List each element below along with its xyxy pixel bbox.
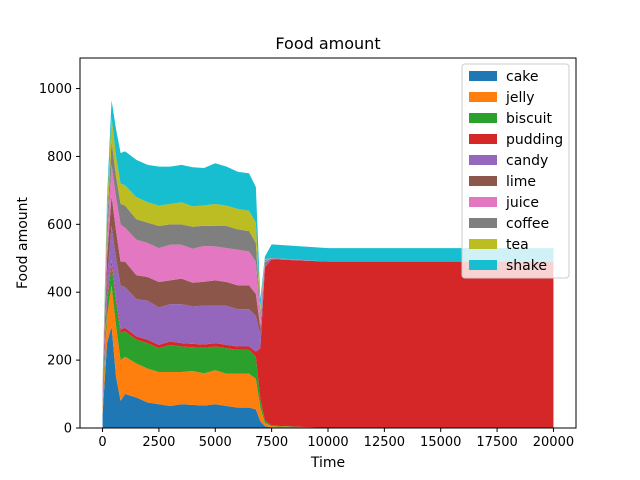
legend-swatch-biscuit: [469, 113, 497, 123]
area-pudding: [102, 259, 554, 428]
x-tick-label: 20000: [533, 435, 574, 450]
legend-label-lime: lime: [506, 174, 536, 190]
area-candy: [102, 226, 554, 403]
legend-label-jelly: jelly: [505, 90, 535, 106]
legend-swatch-pudding: [469, 134, 497, 144]
y-tick-label: 200: [47, 354, 72, 369]
x-axis-ticks: 0 2500 5000 7500 10000 12500 15000 17500 20000: [98, 428, 574, 450]
legend-swatch-coffee: [469, 218, 497, 228]
y-tick-label: 600: [47, 218, 72, 233]
area-lime: [102, 195, 554, 396]
legend-label-coffee: coffee: [506, 216, 549, 232]
legend-label-shake: shake: [506, 258, 547, 274]
legend-swatch-shake: [469, 260, 497, 270]
area-shake: [102, 100, 554, 384]
y-tick-label: 0: [64, 422, 72, 437]
legend-swatch-jelly: [469, 92, 497, 102]
y-tick-label: 1000: [39, 82, 72, 97]
legend: cake jelly biscuit pudding candy lime juice cof…: [461, 63, 570, 279]
x-tick-label: 10000: [307, 435, 348, 450]
x-tick-label: 7500: [255, 435, 288, 450]
x-tick-label: 15000: [420, 435, 461, 450]
legend-swatch-cake: [469, 71, 497, 81]
legend-label-biscuit: biscuit: [506, 111, 553, 127]
area-juice: [102, 164, 554, 391]
area-cake: [102, 326, 554, 428]
x-axis-label: Time: [310, 455, 345, 471]
legend-swatch-lime: [469, 176, 497, 186]
y-tick-label: 400: [47, 286, 72, 301]
area-jelly: [102, 285, 554, 428]
y-tick-label: 800: [47, 150, 72, 165]
x-tick-label: 12500: [364, 435, 405, 450]
x-tick-label: 2500: [142, 435, 175, 450]
chart-title: Food amount: [275, 34, 380, 53]
legend-label-juice: juice: [505, 195, 539, 211]
legend-label-cake: cake: [506, 69, 539, 85]
legend-label-tea: tea: [506, 237, 529, 253]
legend-label-candy: candy: [506, 153, 548, 169]
x-tick-label: 5000: [199, 435, 232, 450]
legend-label-pudding: pudding: [506, 132, 563, 148]
legend-swatch-juice: [469, 197, 497, 207]
y-axis-ticks: 0 200 400 600 800 1000: [39, 82, 80, 437]
y-axis-label: Food amount: [15, 196, 31, 289]
x-tick-label: 17500: [476, 435, 517, 450]
legend-swatch-candy: [469, 155, 497, 165]
stacked-areas: [102, 100, 554, 428]
x-tick-label: 0: [98, 435, 106, 450]
legend-swatch-tea: [469, 239, 497, 249]
